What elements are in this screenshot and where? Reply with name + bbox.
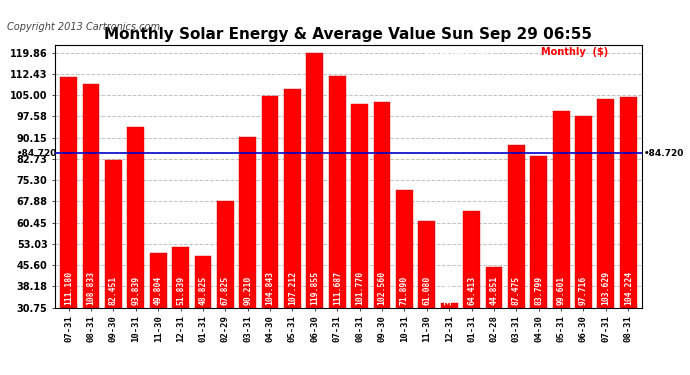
Text: 48.825: 48.825 bbox=[199, 276, 208, 305]
Bar bbox=[396, 190, 413, 308]
Text: 103.629: 103.629 bbox=[602, 271, 611, 305]
Text: 104.224: 104.224 bbox=[624, 271, 633, 305]
Text: 64.413: 64.413 bbox=[467, 276, 476, 305]
Text: 90.210: 90.210 bbox=[243, 276, 253, 305]
Text: 102.560: 102.560 bbox=[377, 271, 386, 305]
Bar bbox=[620, 97, 637, 308]
Text: 111.180: 111.180 bbox=[64, 271, 73, 305]
Text: 49.804: 49.804 bbox=[154, 276, 163, 305]
Text: 82.451: 82.451 bbox=[109, 276, 118, 305]
Bar bbox=[262, 96, 279, 308]
Text: 61.080: 61.080 bbox=[422, 276, 431, 305]
Text: 32.497: 32.497 bbox=[444, 276, 454, 305]
Text: 107.212: 107.212 bbox=[288, 271, 297, 305]
Text: 71.890: 71.890 bbox=[400, 276, 409, 305]
Bar bbox=[531, 156, 547, 308]
Text: 99.601: 99.601 bbox=[557, 276, 566, 305]
Bar bbox=[172, 247, 189, 308]
Text: 108.833: 108.833 bbox=[86, 271, 95, 305]
Text: •84.720: •84.720 bbox=[644, 148, 684, 158]
Title: Monthly Solar Energy & Average Value Sun Sep 29 06:55: Monthly Solar Energy & Average Value Sun… bbox=[104, 27, 593, 42]
Bar bbox=[329, 76, 346, 307]
Text: 97.716: 97.716 bbox=[579, 276, 588, 305]
Bar bbox=[60, 77, 77, 308]
Text: 111.687: 111.687 bbox=[333, 271, 342, 305]
Bar bbox=[239, 137, 256, 308]
Text: 51.839: 51.839 bbox=[176, 276, 185, 305]
Bar bbox=[373, 102, 391, 308]
Bar bbox=[575, 116, 592, 308]
Text: 93.839: 93.839 bbox=[131, 276, 140, 305]
Bar bbox=[128, 127, 144, 308]
Bar bbox=[463, 211, 480, 308]
Bar bbox=[284, 89, 301, 308]
Text: 87.475: 87.475 bbox=[512, 276, 521, 305]
Bar bbox=[195, 256, 211, 308]
Bar bbox=[351, 104, 368, 308]
Text: •84.720: •84.720 bbox=[17, 148, 57, 158]
Text: 67.825: 67.825 bbox=[221, 276, 230, 305]
Text: Copyright 2013 Cartronics.com: Copyright 2013 Cartronics.com bbox=[7, 22, 160, 32]
Bar bbox=[553, 111, 569, 308]
Text: 44.851: 44.851 bbox=[489, 276, 498, 305]
Bar bbox=[306, 53, 324, 308]
Bar bbox=[105, 160, 122, 308]
Text: 119.855: 119.855 bbox=[310, 271, 319, 305]
Bar bbox=[441, 303, 457, 307]
Bar bbox=[83, 84, 99, 308]
Bar bbox=[150, 253, 166, 308]
Bar bbox=[486, 267, 502, 308]
Bar bbox=[217, 201, 234, 308]
Bar bbox=[418, 221, 435, 308]
Bar bbox=[508, 145, 524, 308]
Text: 104.843: 104.843 bbox=[266, 271, 275, 305]
Bar bbox=[598, 99, 614, 308]
Text: 83.799: 83.799 bbox=[534, 276, 543, 305]
Text: 101.770: 101.770 bbox=[355, 271, 364, 305]
